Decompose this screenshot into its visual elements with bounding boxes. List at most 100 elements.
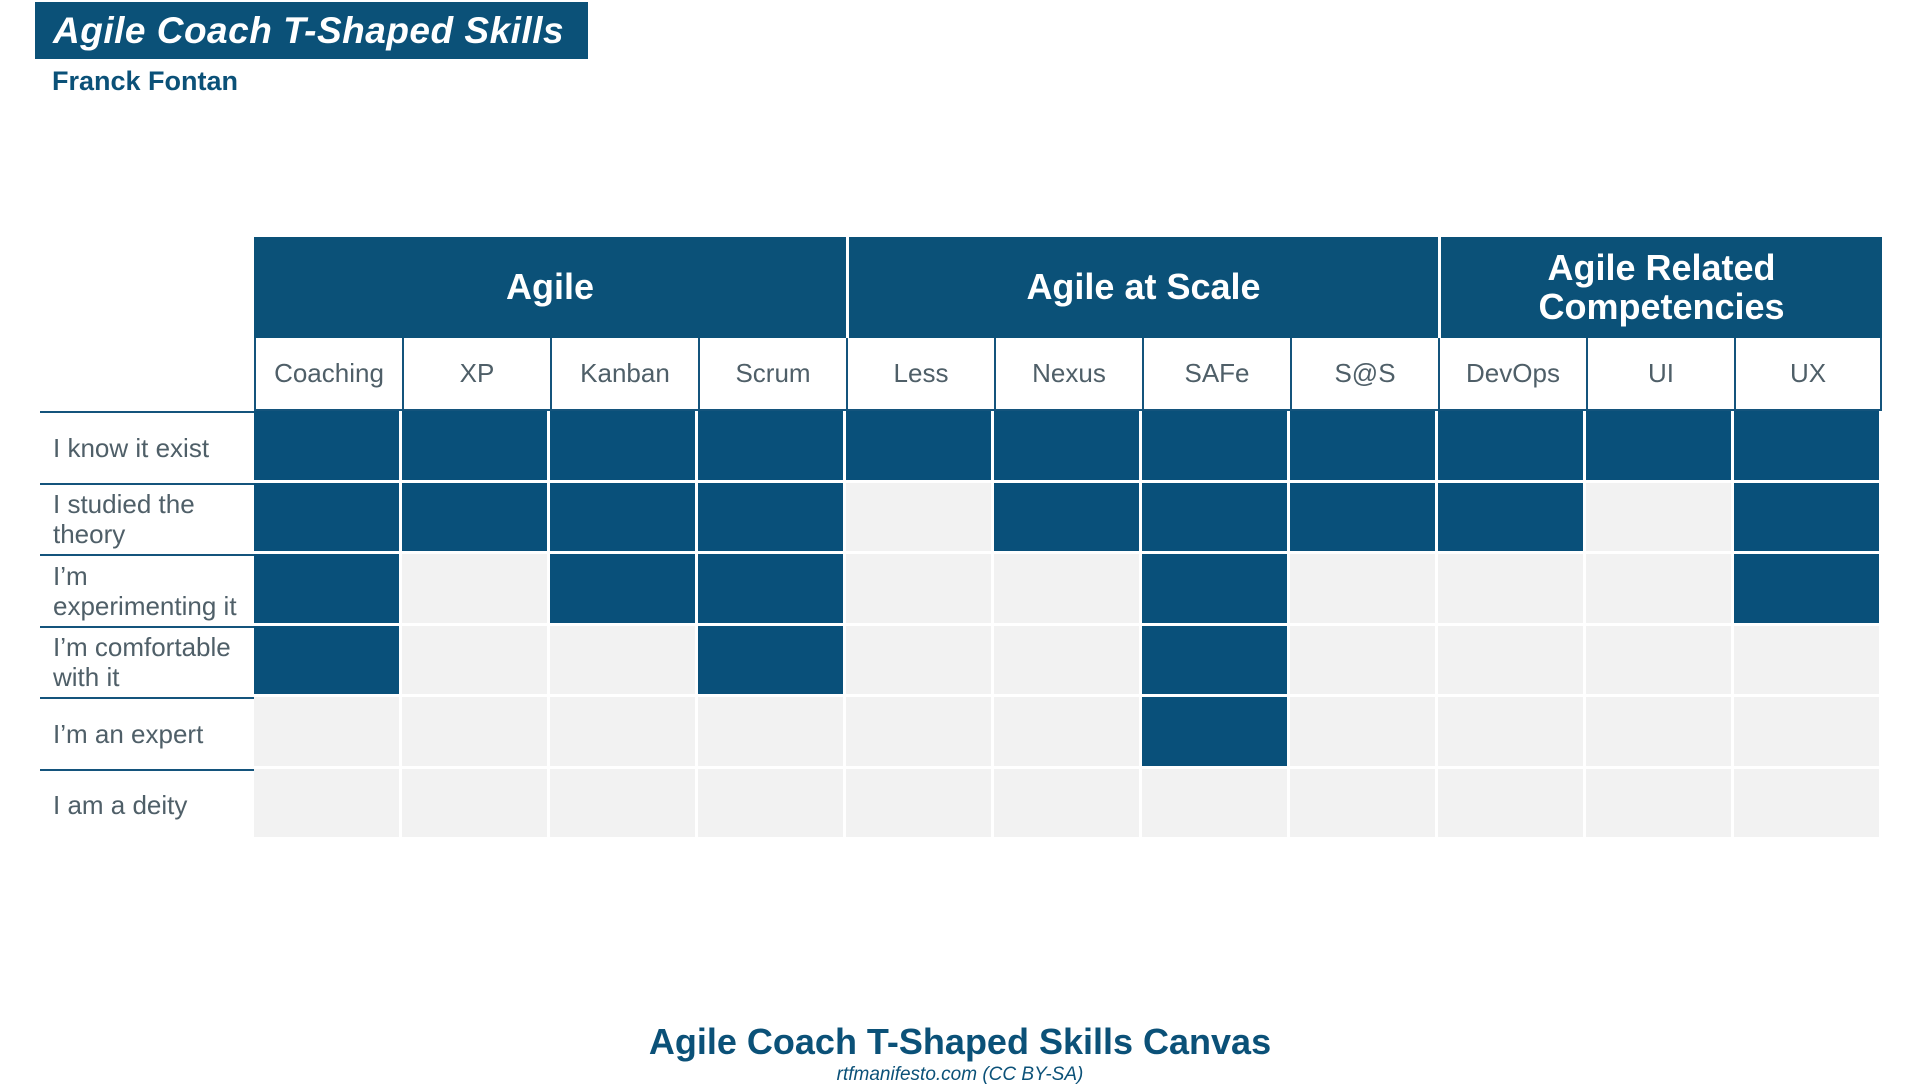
row-label-i-am-a-deity: I am a deity [40,768,254,841]
matrix-cell-coaching-row5 [254,697,402,769]
matrix-row-i-know-it-exist: I know it exist [40,411,1882,483]
matrix-cell-kanban-row3 [550,554,698,626]
matrix-cell-scrum-row2 [698,482,846,554]
matrix-cell-s-s-row4 [1290,625,1438,697]
group-header-agile-at-scale: Agile at Scale [846,237,1438,338]
matrix-cell-ui-row5 [1586,697,1734,769]
matrix-cell-scrum-row1 [698,411,846,483]
matrix-cell-nexus-row5 [994,697,1142,769]
matrix-cell-devops-row2 [1438,482,1586,554]
row-label-i-m-an-expert: I’m an expert [40,697,254,769]
matrix-cell-xp-row4 [402,625,550,697]
matrix-cell-ux-row3 [1734,554,1882,626]
matrix-cell-devops-row1 [1438,411,1586,483]
matrix-row-i-m-experimenting-it: I’m experimenting it [40,554,1882,626]
matrix-cell-xp-row2 [402,482,550,554]
column-header-ux: UX [1734,338,1882,409]
matrix-cell-safe-row6 [1142,768,1290,840]
column-header-coaching: Coaching [254,338,402,409]
matrix-row-i-m-an-expert: I’m an expert [40,697,1882,769]
footer: Agile Coach T-Shaped Skills Canvas rtfma… [0,1021,1920,1086]
column-header-devops: DevOps [1438,338,1586,409]
matrix-cell-s-s-row3 [1290,554,1438,626]
column-header-scrum: Scrum [698,338,846,409]
matrix-cell-nexus-row1 [994,411,1142,483]
group-header-agile-related-competencies: Agile Related Competencies [1438,237,1882,338]
matrix-cell-safe-row1 [1142,411,1290,483]
matrix-cell-s-s-row1 [1290,411,1438,483]
matrix-cell-safe-row4 [1142,625,1290,697]
matrix-cell-xp-row6 [402,768,550,840]
matrix-cell-scrum-row5 [698,697,846,769]
row-label-i-studied-the-theory: I studied the theory [40,482,254,555]
matrix-cell-nexus-row6 [994,768,1142,840]
matrix-cell-ux-row1 [1734,411,1882,483]
column-header-ui: UI [1586,338,1734,409]
row-label-i-m-experimenting-it: I’m experimenting it [40,554,254,626]
author-name: Franck Fontan [52,66,239,96]
matrix-cell-nexus-row4 [994,625,1142,697]
matrix-cell-ui-row4 [1586,625,1734,697]
matrix-cell-kanban-row6 [550,768,698,840]
matrix-cell-ui-row6 [1586,768,1734,840]
matrix-cell-less-row4 [846,625,994,697]
matrix-cell-safe-row5 [1142,697,1290,769]
matrix-cell-xp-row1 [402,411,550,483]
row-label-i-know-it-exist: I know it exist [40,411,254,483]
group-header-agile: Agile [254,237,846,338]
matrix-cell-less-row2 [846,482,994,554]
matrix-cell-devops-row4 [1438,625,1586,697]
column-header-xp: XP [402,338,550,409]
matrix-cell-less-row3 [846,554,994,626]
column-header-s-s: S@S [1290,338,1438,409]
matrix-cell-xp-row5 [402,697,550,769]
matrix-cell-kanban-row4 [550,625,698,697]
matrix-cell-devops-row3 [1438,554,1586,626]
matrix-cell-ux-row4 [1734,625,1882,697]
matrix-cell-s-s-row2 [1290,482,1438,554]
title-banner: Agile Coach T-Shaped Skills [35,2,589,59]
matrix-row-i-am-a-deity: I am a deity [40,768,1882,841]
matrix-cell-kanban-row5 [550,697,698,769]
matrix-cell-ux-row2 [1734,482,1882,554]
matrix-cell-scrum-row4 [698,625,846,697]
matrix-cell-ui-row3 [1586,554,1734,626]
matrix-cell-devops-row6 [1438,768,1586,840]
row-label-i-m-comfortable-with-it: I’m comfortable with it [40,625,254,698]
matrix-cell-coaching-row1 [254,411,402,483]
matrix-cell-coaching-row6 [254,768,402,840]
column-header-safe: SAFe [1142,338,1290,409]
matrix-cell-ux-row5 [1734,697,1882,769]
matrix-row-i-studied-the-theory: I studied the theory [40,482,1882,555]
column-header-nexus: Nexus [994,338,1142,409]
matrix-cell-less-row6 [846,768,994,840]
matrix-cell-devops-row5 [1438,697,1586,769]
matrix-cell-scrum-row3 [698,554,846,626]
matrix-cell-safe-row3 [1142,554,1290,626]
skills-matrix-table: Agile Agile at Scale Agile Related Compete… [40,237,1882,840]
matrix-cell-coaching-row2 [254,482,402,554]
group-header-row: Agile Agile at Scale Agile Related Compete… [254,237,1882,338]
matrix-cell-ui-row1 [1586,411,1734,483]
footer-license-link: rtfmanifesto.com (CC BY-SA) [836,1064,1084,1086]
matrix-cell-nexus-row2 [994,482,1142,554]
page-title: Agile Coach T-Shaped Skills [53,9,565,51]
matrix-cell-coaching-row4 [254,625,402,697]
matrix-cell-scrum-row6 [698,768,846,840]
matrix-cell-kanban-row2 [550,482,698,554]
matrix-cell-safe-row2 [1142,482,1290,554]
matrix-cell-ui-row2 [1586,482,1734,554]
matrix-body: I know it exist I studied the theory I’m e… [40,411,1882,840]
matrix-cell-less-row5 [846,697,994,769]
column-header-row: Coaching XP Kanban Scrum Less Nexus SAFe S@S Dev… [254,338,1882,411]
matrix-row-i-m-comfortable-with-it: I’m comfortable with it [40,625,1882,698]
column-header-less: Less [846,338,994,409]
matrix-cell-ux-row6 [1734,768,1882,840]
column-header-kanban: Kanban [550,338,698,409]
matrix-cell-kanban-row1 [550,411,698,483]
matrix-cell-coaching-row3 [254,554,402,626]
footer-title: Agile Coach T-Shaped Skills Canvas [648,1021,1272,1062]
matrix-cell-s-s-row5 [1290,697,1438,769]
matrix-cell-s-s-row6 [1290,768,1438,840]
matrix-cell-less-row1 [846,411,994,483]
